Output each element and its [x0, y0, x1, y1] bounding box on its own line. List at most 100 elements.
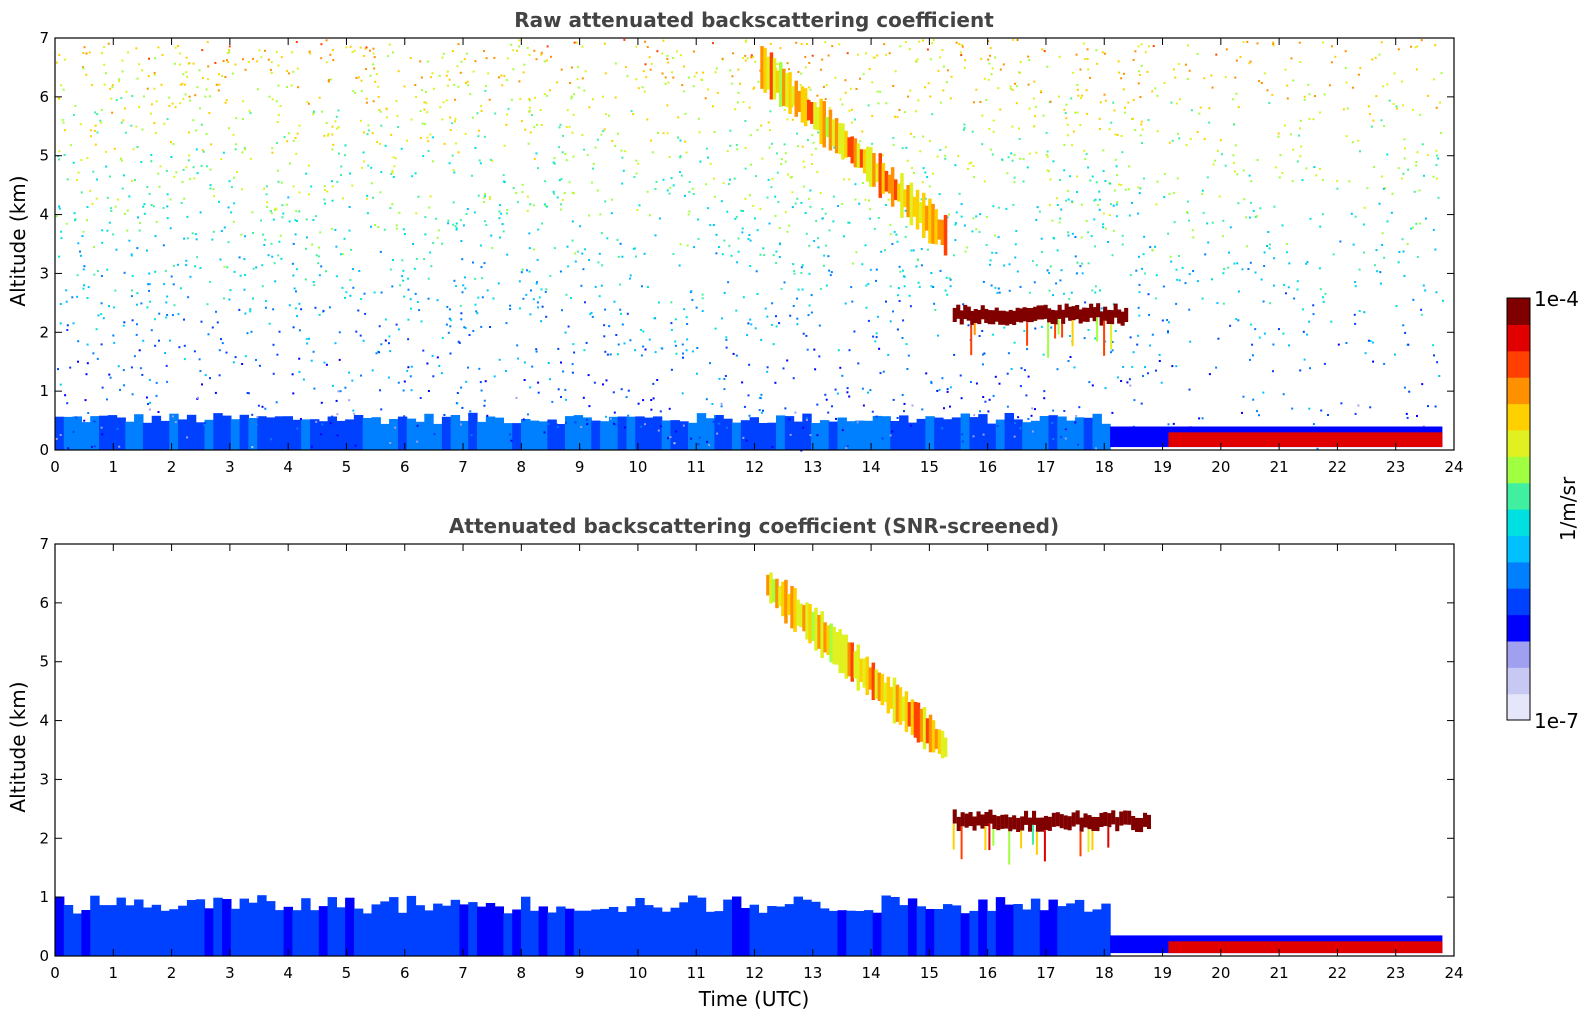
- cloud-layer-segment: [1092, 307, 1097, 322]
- noise-speck: [723, 434, 726, 436]
- noise-speck: [395, 100, 398, 102]
- noise-speck: [1296, 280, 1299, 283]
- noise-speck: [372, 47, 375, 50]
- noise-speck: [335, 115, 338, 118]
- boundary-layer-segment: [987, 910, 997, 956]
- noise-speck: [1046, 155, 1049, 158]
- virga-streak: [931, 720, 936, 753]
- noise-speck: [869, 268, 872, 271]
- noise-speck: [168, 104, 171, 107]
- boundary-layer-segment: [863, 910, 874, 956]
- noise-speck: [672, 253, 675, 255]
- noise-speck: [535, 348, 538, 351]
- noise-speck: [110, 209, 113, 212]
- boundary-layer-segment: [652, 416, 663, 450]
- noise-speck: [1081, 262, 1084, 265]
- boundary-layer-segment: [397, 912, 408, 956]
- noise-speck: [1305, 167, 1308, 170]
- noise-speck: [637, 162, 640, 165]
- noise-speck: [275, 100, 278, 103]
- noise-speck: [212, 230, 215, 233]
- noise-speck: [349, 279, 352, 281]
- noise-speck: [512, 49, 515, 52]
- noise-speck: [635, 255, 637, 258]
- boundary-layer-segment: [740, 420, 751, 450]
- noise-speck: [805, 334, 808, 337]
- noise-speck: [1006, 172, 1009, 175]
- noise-speck: [1063, 410, 1066, 412]
- noise-speck: [149, 300, 152, 303]
- virga-streak: [865, 656, 869, 696]
- noise-speck: [182, 168, 185, 171]
- noise-speck: [924, 86, 927, 89]
- noise-speck: [1215, 53, 1218, 56]
- noise-speck: [363, 292, 366, 295]
- noise-speck: [999, 68, 1002, 71]
- boundary-layer-segment: [529, 910, 540, 956]
- noise-speck: [1072, 130, 1075, 133]
- noise-speck: [174, 421, 177, 424]
- noise-speck: [308, 50, 311, 53]
- noise-speck: [440, 372, 443, 375]
- noise-speck: [370, 225, 372, 228]
- noise-speck: [927, 248, 929, 251]
- noise-speck: [1111, 254, 1114, 257]
- virga-streak: [788, 72, 792, 114]
- virga-streak: [910, 699, 915, 735]
- noise-speck: [1211, 86, 1214, 89]
- noise-speck: [1397, 167, 1400, 170]
- cloud-drip: [1054, 324, 1057, 339]
- noise-speck: [216, 321, 219, 324]
- noise-speck: [172, 143, 175, 145]
- noise-speck: [249, 157, 252, 160]
- boundary-layer-segment: [274, 416, 285, 450]
- noise-speck: [1104, 340, 1107, 343]
- virga-streak: [907, 702, 912, 727]
- x-tick-label: 5: [342, 964, 352, 982]
- noise-speck: [1057, 95, 1060, 98]
- noise-speck: [818, 355, 821, 358]
- noise-speck: [1067, 189, 1070, 192]
- noise-speck: [280, 181, 283, 184]
- noise-speck: [332, 143, 335, 146]
- boundary-layer-segment: [679, 421, 689, 450]
- noise-speck: [58, 255, 61, 258]
- noise-speck: [797, 288, 800, 291]
- boundary-layer-segment: [556, 906, 566, 956]
- virga-streak: [937, 729, 942, 754]
- noise-speck: [210, 143, 213, 146]
- noise-speck: [1363, 311, 1366, 314]
- noise-speck: [1156, 94, 1159, 97]
- noise-speck: [760, 393, 763, 396]
- noise-speck: [1359, 66, 1362, 69]
- boundary-layer-segment: [987, 423, 997, 450]
- noise-speck: [648, 338, 651, 341]
- noise-speck: [1116, 201, 1119, 204]
- noise-speck: [904, 41, 907, 44]
- noise-speck: [171, 314, 174, 317]
- noise-speck: [515, 192, 518, 194]
- noise-speck: [103, 63, 106, 66]
- noise-speck: [87, 286, 90, 289]
- noise-speck: [967, 324, 970, 327]
- noise-speck: [252, 57, 255, 60]
- noise-speck: [298, 191, 301, 194]
- noise-speck: [506, 57, 509, 60]
- x-tick-label: 5: [342, 458, 352, 476]
- boundary-layer-segment: [776, 415, 786, 450]
- noise-speck: [1413, 190, 1416, 193]
- noise-speck: [138, 349, 141, 352]
- noise-speck: [401, 259, 404, 262]
- noise-speck: [1084, 58, 1087, 60]
- boundary-layer-segment: [951, 417, 962, 450]
- noise-speck: [94, 111, 97, 114]
- noise-speck: [489, 158, 492, 161]
- noise-speck: [910, 249, 913, 252]
- noise-speck: [228, 45, 231, 48]
- noise-speck: [1386, 83, 1389, 86]
- noise-speck: [93, 246, 95, 248]
- noise-speck: [670, 322, 673, 325]
- noise-speck: [1173, 192, 1176, 195]
- noise-speck: [113, 306, 116, 309]
- noise-speck: [1005, 207, 1008, 210]
